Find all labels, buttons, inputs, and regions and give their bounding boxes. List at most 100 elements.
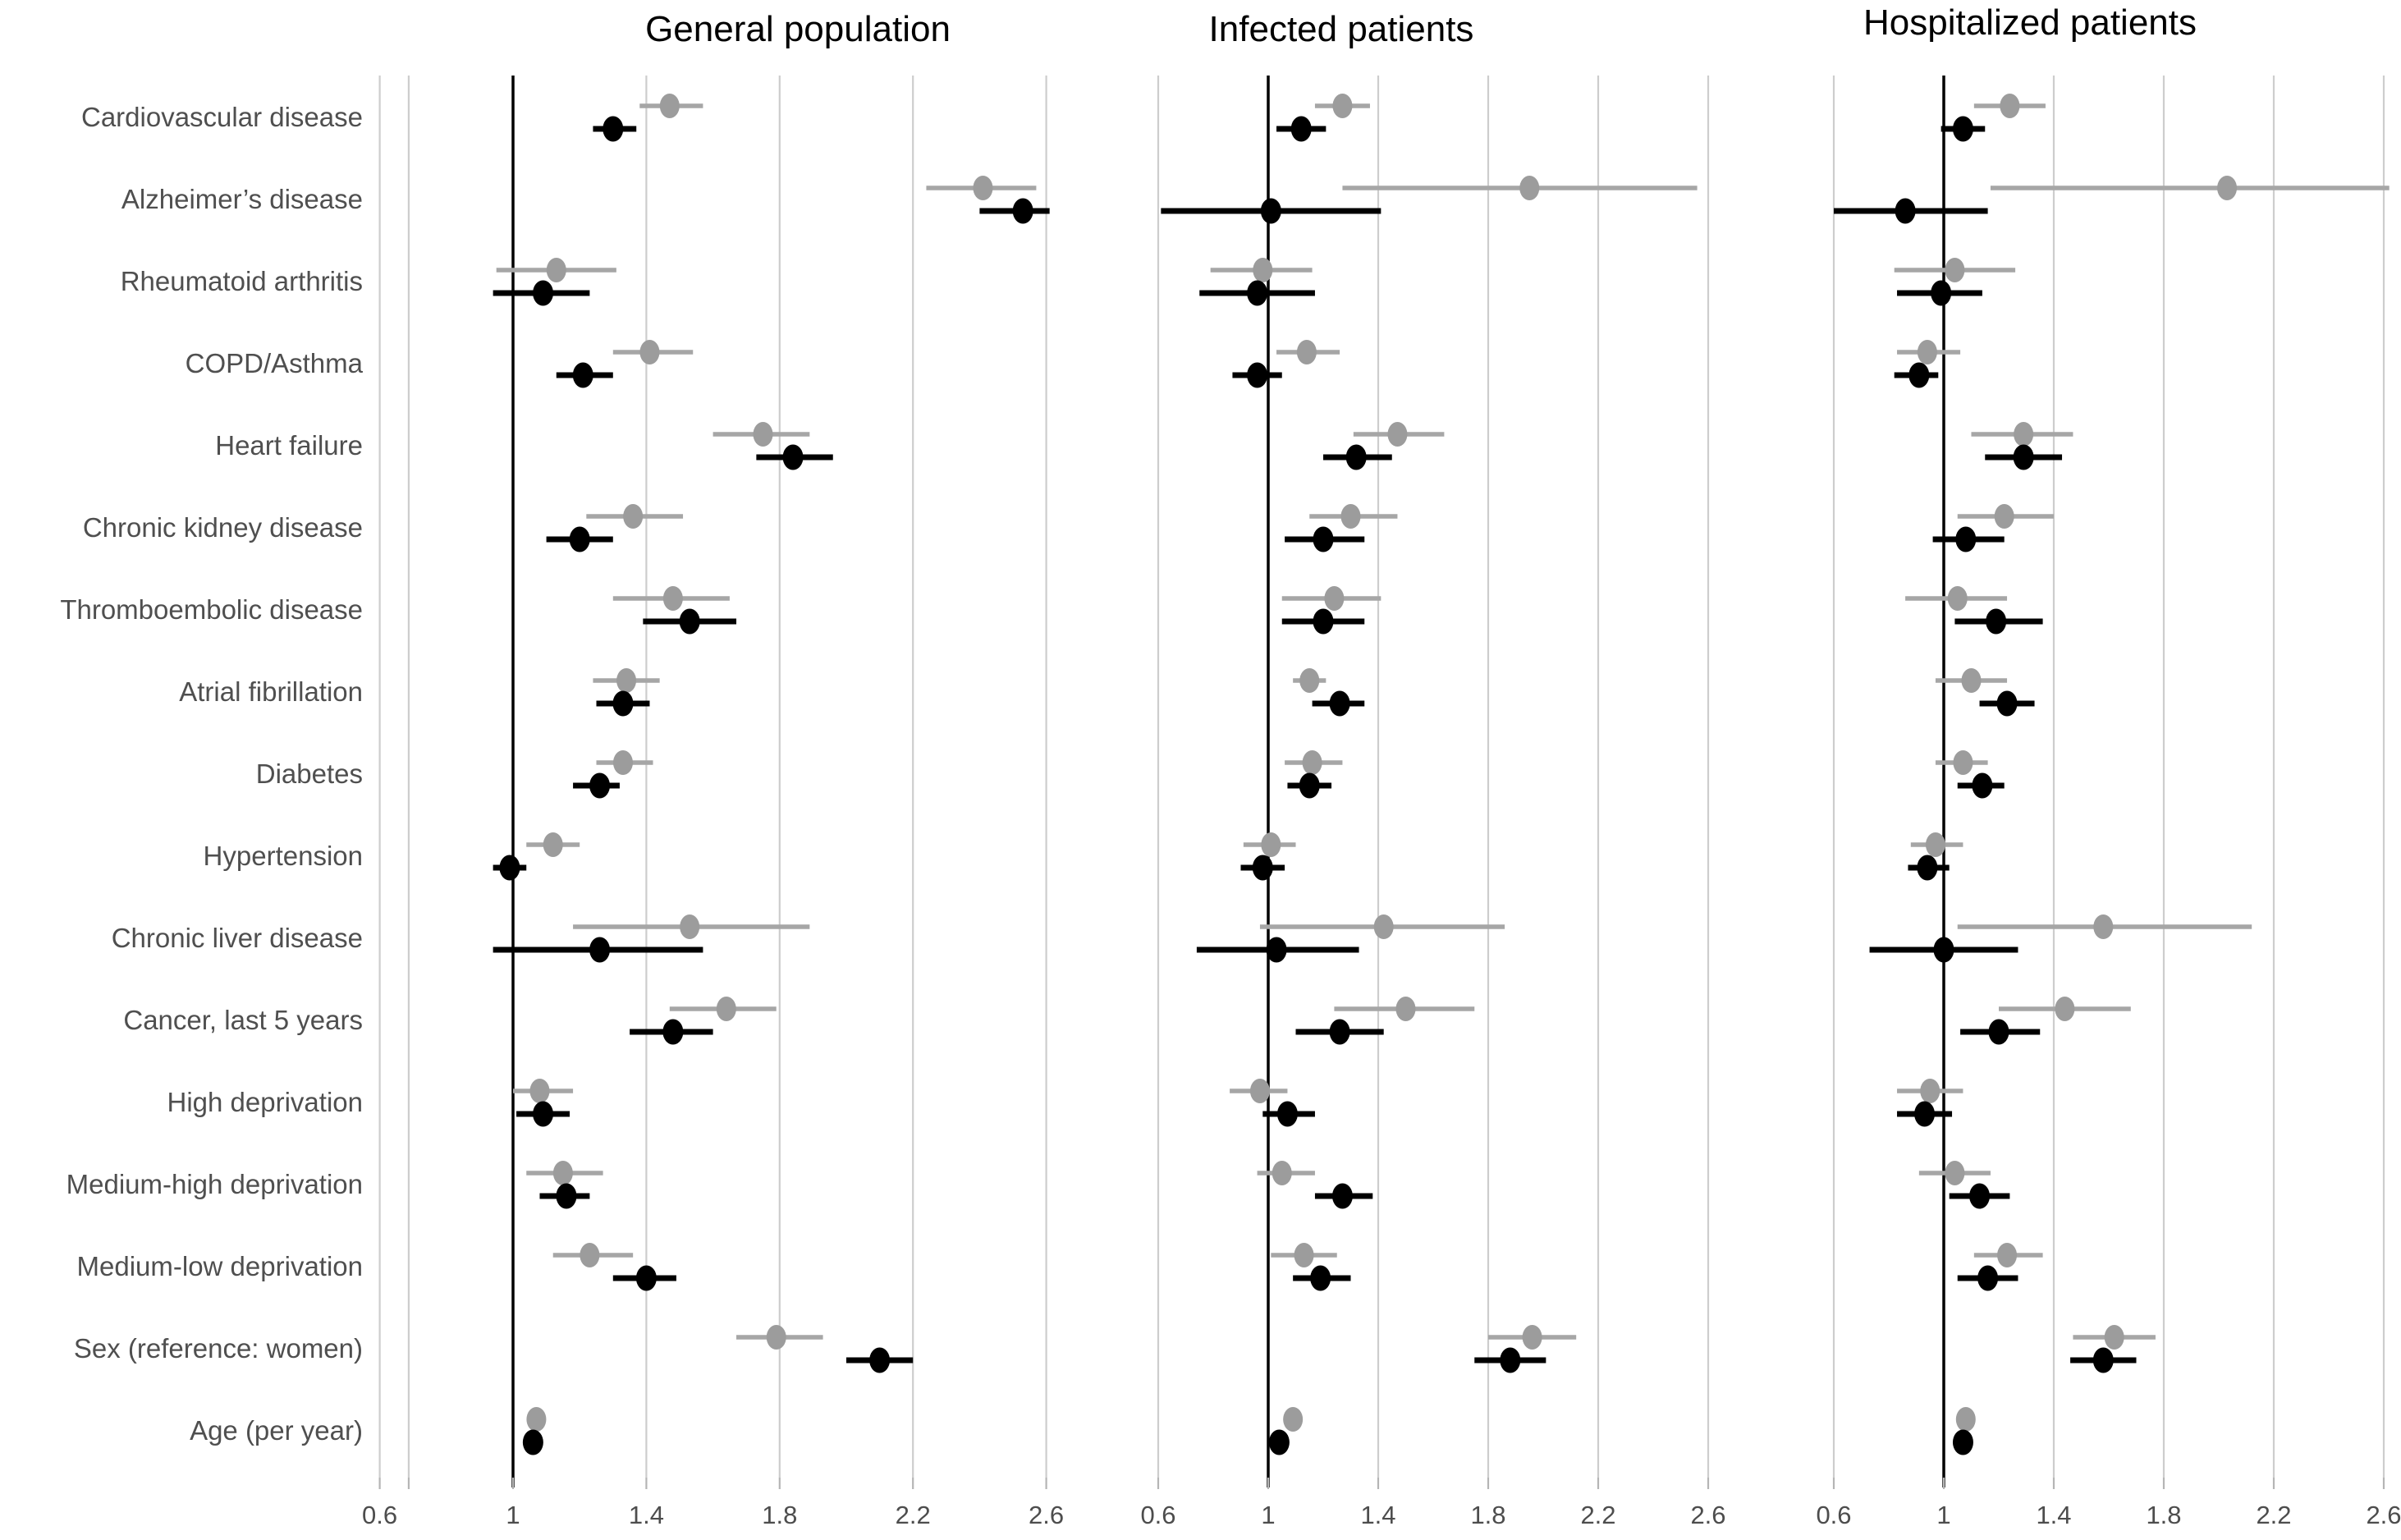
- point-black-series: [635, 1265, 657, 1291]
- category-label: Medium-high deprivation: [66, 1169, 363, 1199]
- point-black-series: [1329, 1019, 1350, 1045]
- point-gray-series: [612, 750, 633, 775]
- point-gray-series: [2217, 176, 2238, 200]
- point-black-series: [1310, 1265, 1331, 1291]
- point-black-series: [1329, 690, 1350, 717]
- point-black-series: [1247, 280, 1268, 306]
- point-black-series: [612, 690, 634, 717]
- axis-layer: 0.6 1 1.4 1.8 2.2 2.6 0.6 1 1.4 1.8 2.2 2.6 0.6 1 1.4 1…: [362, 1478, 2401, 1529]
- axis-tick-label: 1: [506, 1501, 520, 1529]
- axis-tick-label: 2.2: [1580, 1501, 1615, 1529]
- point-black-series: [1268, 1429, 1290, 1455]
- axis-tick-label: 0.6: [362, 1501, 397, 1529]
- point-black-series: [1345, 444, 1367, 470]
- point-gray-series: [2093, 914, 2114, 939]
- point-gray-series: [1522, 1325, 1542, 1350]
- point-gray-series: [1947, 586, 1968, 611]
- point-gray-series: [1387, 422, 1408, 447]
- point-black-series: [533, 280, 554, 306]
- point-black-series: [869, 1347, 891, 1373]
- category-label: COPD/Asthma: [186, 348, 364, 378]
- point-black-series: [1290, 116, 1312, 142]
- point-gray-series: [1324, 586, 1345, 611]
- axis-tick-label: 1.4: [629, 1501, 664, 1529]
- category-label: Sex (reference: women): [74, 1333, 363, 1364]
- point-black-series: [1986, 608, 2007, 635]
- point-black-series: [1914, 1101, 1936, 1127]
- point-black-series: [1952, 116, 1973, 142]
- point-black-series: [533, 1101, 554, 1127]
- category-label: Alzheimer’s disease: [121, 184, 363, 214]
- point-gray-series: [1299, 668, 1320, 693]
- category-label: Atrial fibrillation: [179, 676, 363, 707]
- point-gray-series: [2055, 997, 2075, 1021]
- category-label: Rheumatoid arthritis: [121, 266, 363, 296]
- axis-tick-label: 0.6: [1140, 1501, 1175, 1529]
- point-black-series: [556, 1183, 577, 1209]
- point-gray-series: [1296, 340, 1317, 364]
- point-black-series: [1933, 937, 1954, 963]
- category-label: Thromboembolic disease: [60, 594, 363, 625]
- axis-tick-label: 1.4: [1360, 1501, 1395, 1529]
- point-gray-series: [753, 422, 773, 447]
- point-gray-series: [973, 176, 993, 200]
- point-black-series: [589, 937, 611, 963]
- category-label: High deprivation: [167, 1087, 363, 1117]
- point-black-series: [1313, 526, 1334, 552]
- point-black-series: [569, 526, 590, 552]
- point-gray-series: [543, 832, 563, 857]
- axis-tick-label: 2.2: [2256, 1501, 2291, 1529]
- point-gray-series: [616, 668, 637, 693]
- point-gray-series: [1283, 1407, 1304, 1432]
- point-black-series: [1500, 1347, 1521, 1373]
- point-black-series: [1252, 855, 1273, 881]
- axis-tick-label: 1.8: [2146, 1501, 2181, 1529]
- point-gray-series: [1955, 1407, 1976, 1432]
- point-black-series: [499, 855, 520, 881]
- point-gray-series: [1272, 1161, 1292, 1185]
- point-black-series: [2092, 1347, 2114, 1373]
- axis-tick-label: 2.2: [896, 1501, 931, 1529]
- point-gray-series: [552, 1161, 573, 1185]
- point-gray-series: [659, 94, 680, 118]
- axis-tick-label: 2.6: [2366, 1501, 2401, 1529]
- point-gray-series: [639, 340, 660, 364]
- point-gray-series: [1997, 1243, 2018, 1267]
- point-gray-series: [1249, 1079, 1270, 1103]
- point-black-series: [1969, 1183, 1991, 1209]
- axis-tick-label: 2.6: [1029, 1501, 1064, 1529]
- point-black-series: [1996, 690, 2018, 717]
- point-gray-series: [2014, 422, 2034, 447]
- point-gray-series: [1945, 1161, 1965, 1185]
- point-black-series: [522, 1429, 543, 1455]
- category-label: Cancer, last 5 years: [123, 1005, 363, 1035]
- point-black-series: [1331, 1183, 1353, 1209]
- category-label: Chronic liver disease: [112, 923, 363, 953]
- point-gray-series: [529, 1079, 550, 1103]
- data-layer: [493, 94, 2390, 1455]
- point-gray-series: [526, 1407, 547, 1432]
- axis-tick-label: 1: [1936, 1501, 1950, 1529]
- point-black-series: [1917, 855, 1938, 881]
- point-gray-series: [1253, 258, 1273, 282]
- point-gray-series: [662, 586, 683, 611]
- point-gray-series: [1332, 94, 1353, 118]
- point-gray-series: [1925, 832, 1945, 857]
- point-black-series: [2013, 444, 2034, 470]
- point-black-series: [1931, 280, 1952, 306]
- point-gray-series: [1961, 668, 1982, 693]
- point-gray-series: [1519, 176, 1540, 200]
- point-gray-series: [1373, 914, 1394, 939]
- point-black-series: [1260, 198, 1281, 224]
- panel-title-infected-patients: Infected patients: [1209, 9, 1474, 49]
- point-gray-series: [1302, 750, 1322, 775]
- axis-tick-label: 2.6: [1690, 1501, 1725, 1529]
- point-gray-series: [1920, 1079, 1941, 1103]
- axis-tick-label: 1.8: [762, 1501, 797, 1529]
- point-gray-series: [2104, 1325, 2124, 1350]
- point-black-series: [662, 1019, 684, 1045]
- grid-layer: [378, 76, 2385, 1487]
- point-gray-series: [546, 258, 566, 282]
